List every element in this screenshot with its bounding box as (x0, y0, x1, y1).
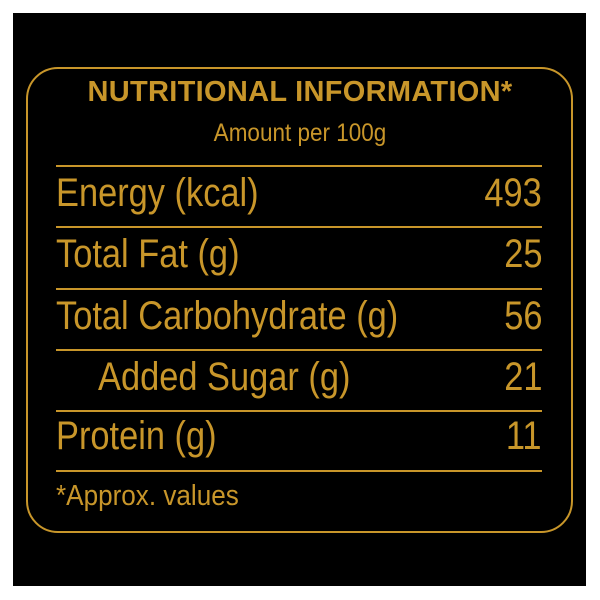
divider (56, 470, 542, 472)
divider (56, 410, 542, 412)
divider (56, 288, 542, 290)
nutrient-row-added-sugar: Added Sugar (g) 21 (56, 349, 542, 409)
label-panel (13, 13, 586, 586)
label-frame (26, 67, 573, 533)
divider (56, 349, 542, 351)
nutrient-label: Total Carbohydrate (g) (56, 294, 399, 338)
nutrient-value: 56 (503, 294, 542, 338)
nutrient-value: 493 (484, 171, 542, 215)
nutrient-label: Added Sugar (g) (98, 355, 351, 399)
footnote: *Approx. values (56, 480, 239, 512)
nutrient-row-carbohydrate: Total Carbohydrate (g) 56 (56, 288, 542, 348)
divider (56, 226, 542, 228)
nutrient-row-energy: Energy (kcal) 493 (56, 165, 542, 225)
divider (56, 165, 542, 167)
nutrient-value: 25 (503, 232, 542, 276)
nutrient-row-fat: Total Fat (g) 25 (56, 226, 542, 286)
nutrient-value: 21 (503, 355, 542, 399)
nutrient-label: Protein (g) (56, 414, 217, 458)
nutrient-value: 11 (506, 414, 542, 458)
label-title: NUTRITIONAL INFORMATION* (87, 76, 513, 108)
nutrient-row-protein: Protein (g) 11 (56, 408, 542, 468)
serving-size: Amount per 100g (213, 119, 387, 147)
nutrient-label: Energy (kcal) (56, 171, 259, 215)
nutrient-label: Total Fat (g) (56, 232, 240, 276)
